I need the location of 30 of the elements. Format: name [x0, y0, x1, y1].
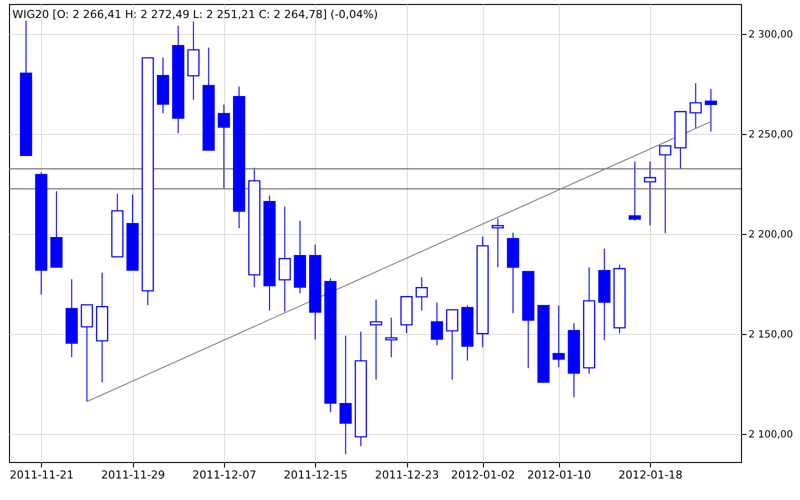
candlestick	[644, 161, 656, 226]
y-tick-label: 2 250,00	[748, 130, 794, 140]
candlestick	[690, 82, 702, 128]
x-tick-label: 2011-12-23	[375, 468, 439, 482]
candlestick	[446, 309, 458, 380]
candlestick	[80, 304, 93, 402]
candlestick	[340, 335, 352, 455]
y-tick-label: 2 300,00	[748, 30, 794, 40]
y-tick-label: 2 100,00	[748, 430, 794, 440]
x-tick-label: 2011-12-07	[192, 468, 256, 482]
candlestick	[218, 104, 230, 189]
y-tick-label: 2 200,00	[748, 230, 794, 240]
x-tick-label: 2011-12-15	[284, 468, 348, 482]
candlestick	[704, 88, 717, 132]
candlestick	[385, 317, 398, 358]
x-tick-label: 2011-11-29	[101, 468, 166, 482]
candlestick	[659, 145, 672, 234]
chart-title: WIG20 [O: 2 266,41 H: 2 272,49 L: 2 251,21 C: 2 264,78] (-0,04%)	[12, 8, 378, 21]
candlestick	[628, 161, 641, 222]
y-tick-label: 2 150,00	[748, 330, 794, 340]
candlestick	[370, 299, 382, 380]
candlestick	[492, 218, 504, 268]
candlestick	[278, 206, 291, 312]
x-tick-label: 2012-01-02	[451, 468, 516, 482]
x-tick-label: 2011-11-21	[10, 468, 74, 482]
x-tick-label: 2012-01-10	[527, 468, 592, 482]
candlestick	[552, 305, 565, 368]
x-tick-label: 2012-01-18	[618, 468, 682, 482]
candlestick	[416, 276, 428, 312]
candlestick	[430, 302, 444, 346]
